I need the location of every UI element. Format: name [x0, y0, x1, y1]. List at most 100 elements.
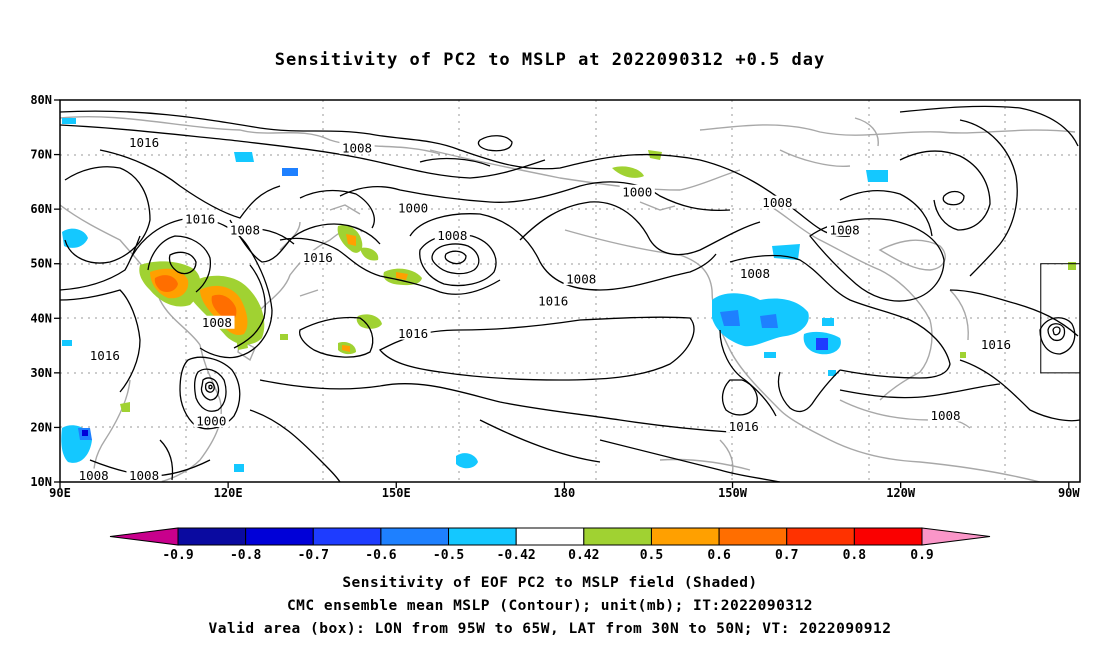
contour-label: 1008 [202, 315, 232, 330]
colorbar-swatch [853, 527, 923, 546]
contour-label-bg [726, 419, 762, 433]
colorbar-tick-label: 0.6 [707, 548, 731, 563]
lat-tick-label: 40N [30, 311, 52, 325]
colorbar-high-triangle [921, 527, 991, 546]
contour-label-bg [434, 228, 470, 242]
contour-label-bg [759, 195, 795, 209]
shade-region [764, 352, 776, 358]
contour-label-bg [300, 250, 336, 264]
chart-title: Sensitivity of PC2 to MSLP at 2022090312… [274, 50, 826, 70]
shade-region [82, 430, 88, 436]
contour-label: 1008 [79, 468, 109, 483]
lat-tick-label: 30N [30, 366, 52, 380]
shade-region [1068, 262, 1076, 270]
colorbar-tick-label: 0.8 [843, 548, 867, 563]
contour-label: 1016 [90, 348, 120, 363]
shade-region [760, 314, 778, 328]
colorbar-tick-label: 0.7 [775, 548, 798, 563]
contour-label-bg [737, 266, 773, 280]
shade-region [356, 314, 382, 329]
shade-region [720, 310, 740, 326]
contour-label-bg [827, 222, 863, 236]
shade-region [62, 340, 72, 346]
contour-label-bg [619, 184, 655, 198]
shade-region [712, 293, 809, 347]
coastlines [60, 115, 1076, 482]
contour-label: 1008 [762, 195, 792, 210]
colorbar-swatch [515, 527, 585, 546]
contour-label: 1016 [981, 337, 1011, 352]
contour-label-bg [126, 468, 162, 482]
lon-tick-label: 150W [718, 486, 748, 500]
shade-region [342, 345, 350, 352]
contour-label-bg [182, 212, 218, 226]
contour-label: 1000 [196, 413, 226, 428]
caption-valid-area: Valid area (box): LON from 95W to 65W, L… [208, 621, 892, 637]
shade-region [816, 338, 828, 350]
colorbar: -0.9 -0.8 -0.7 -0.6 -0.5 -0.42 0.42 0.5 0.6 0.7 0.… [109, 527, 991, 563]
contour-label-bg [535, 293, 571, 307]
shade-region [772, 244, 800, 260]
shade-region [828, 370, 836, 376]
lat-tick-label: 50N [30, 257, 52, 271]
map-frame [59, 99, 1081, 483]
contour-label: 1008 [930, 408, 960, 423]
colorbar-tick-label: -0.8 [230, 548, 261, 563]
shade-region [346, 234, 356, 246]
mslp-contours [60, 105, 1080, 482]
lon-tick-label: 90W [1058, 486, 1080, 500]
contour-label: 1000 [622, 184, 652, 199]
shade-region [234, 152, 254, 162]
colorbar-swatch [718, 527, 788, 546]
gridlines [60, 100, 1080, 482]
contour-label-bg [126, 135, 162, 149]
shade-region [62, 118, 76, 124]
contour-label-bg [87, 348, 123, 362]
colorbar-low-triangle [109, 527, 179, 546]
colorbar-swatch [245, 527, 314, 546]
contour-label-bg [1090, 196, 1100, 209]
contour-label-bg [927, 408, 964, 422]
colorbar-tick-label: -0.42 [497, 548, 536, 563]
contour-label-bg [395, 201, 431, 215]
colorbar-swatch [312, 527, 382, 546]
shade-region [211, 294, 237, 321]
lon-tick-label: 120E [214, 486, 243, 500]
lon-tick-label: 150E [382, 486, 411, 500]
colorbar-tick-label: -0.9 [162, 548, 193, 563]
shade-region [234, 464, 244, 472]
shade-region [62, 228, 88, 248]
shade-region [280, 334, 288, 340]
contour-label-bg [193, 413, 229, 427]
lat-tick-label: 80N [30, 93, 52, 107]
shade-region [360, 247, 379, 261]
contour-label-bg [563, 272, 599, 286]
latitude-axis: 80N 70N 60N 50N 40N 30N 20N 10N [30, 93, 60, 489]
contour-label: 1016 [129, 135, 159, 150]
contour-label: 1000 [398, 201, 428, 216]
shade-region [960, 352, 966, 358]
shade-region [866, 170, 888, 182]
contour-label: 1016 [1093, 195, 1100, 210]
colorbar-swatch [177, 527, 247, 546]
colorbar-tick-label: -0.5 [433, 548, 464, 563]
contour-label: 1008 [342, 141, 372, 156]
contour-label-bg [199, 315, 235, 329]
contour-label: 1016 [185, 212, 215, 227]
lon-tick-label: 120W [886, 486, 916, 500]
lat-tick-label: 20N [30, 420, 52, 434]
colorbar-tick-label: 0.9 [910, 548, 933, 563]
contour-label: 1008 [566, 272, 596, 287]
shade-region [456, 453, 478, 469]
colorbar-swatch [448, 527, 517, 546]
contour-labels: 1016 1008 1000 1008 1008 1016 1008 1000 1008 1016… [76, 135, 1100, 483]
contour-label: 1008 [830, 222, 860, 237]
colorbar-swatch [786, 527, 855, 546]
contour-label: 1008 [740, 266, 770, 281]
shade-region [396, 272, 408, 280]
lon-tick-label: 180 [554, 486, 576, 500]
lat-tick-label: 10N [30, 475, 52, 489]
contour-label-bg [978, 337, 1014, 351]
colorbar-swatch [583, 527, 652, 546]
contour-label: 1016 [303, 250, 333, 265]
